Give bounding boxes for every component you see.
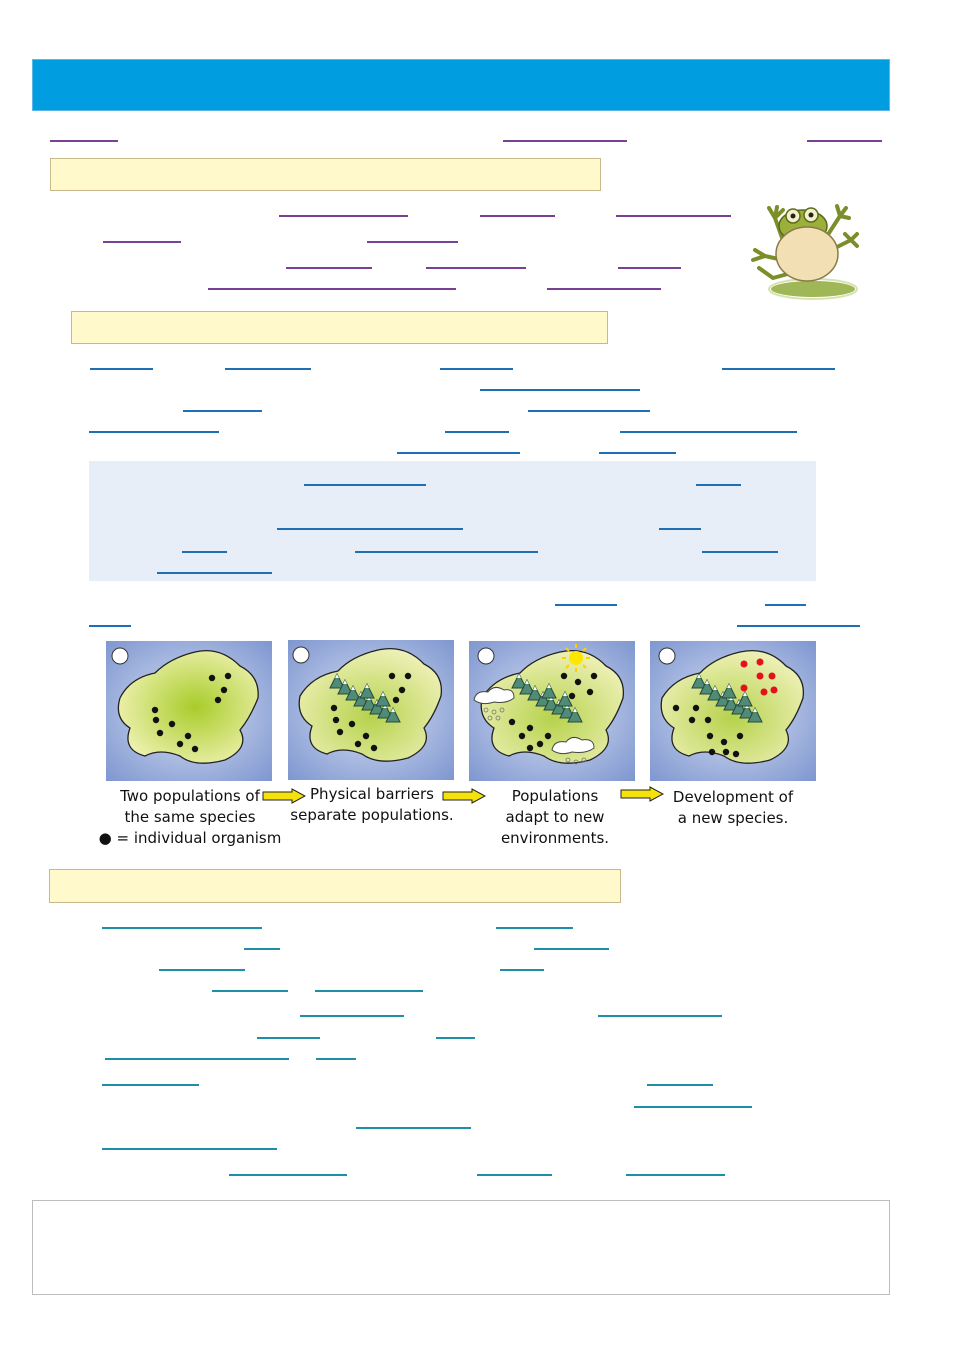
notes-box [32,1200,890,1295]
section-heading-box-3 [49,869,621,903]
answer-blank[interactable] [159,969,245,971]
answer-blank[interactable] [183,410,262,412]
answer-blank[interactable] [50,140,118,142]
answer-blank[interactable] [182,551,227,553]
snow-cloud-icon [473,686,595,765]
answer-blank[interactable] [440,368,513,370]
header-bar [32,59,890,111]
answer-blank[interactable] [480,389,640,391]
answer-blank[interactable] [634,1106,752,1108]
answer-blank[interactable] [367,241,458,243]
answer-blank[interactable] [722,368,835,370]
answer-blank[interactable] [304,484,426,486]
answer-blank[interactable] [397,452,520,454]
diagram-panel-3 [469,641,635,781]
answer-blank[interactable] [300,1015,404,1017]
answer-blank[interactable] [90,368,153,370]
answer-blank[interactable] [102,1148,277,1150]
answer-blank[interactable] [105,1058,289,1060]
answer-blank[interactable] [229,1174,347,1176]
answer-blank[interactable] [626,1174,725,1176]
answer-blank[interactable] [103,241,181,243]
answer-blank[interactable] [436,1037,475,1039]
speciation-diagram [106,640,816,781]
diagram-caption-2: Physical barriers separate populations. [290,785,454,824]
answer-blank[interactable] [279,215,408,217]
answer-blank[interactable] [737,625,860,627]
answer-blank[interactable] [496,927,573,929]
yellow-arrow-icon [442,788,486,804]
answer-blank[interactable] [598,1015,722,1017]
diagram-panel-2 [288,640,454,780]
answer-blank[interactable] [208,288,456,290]
answer-blank[interactable] [157,572,272,574]
answer-blank[interactable] [89,625,131,627]
answer-blank[interactable] [618,267,681,269]
answer-blank[interactable] [547,288,661,290]
answer-blank[interactable] [528,410,650,412]
answer-blank[interactable] [620,431,797,433]
answer-blank[interactable] [616,215,731,217]
answer-blank[interactable] [503,140,627,142]
answer-blank[interactable] [426,267,526,269]
sun-icon [562,644,590,672]
answer-blank[interactable] [647,1084,713,1086]
answer-blank[interactable] [696,484,741,486]
frog-illustration-icon [751,204,859,300]
answer-blank[interactable] [534,948,609,950]
answer-blank[interactable] [500,969,544,971]
answer-blank[interactable] [212,990,288,992]
answer-blank[interactable] [477,1174,552,1176]
answer-blank[interactable] [480,215,555,217]
answer-blank[interactable] [445,431,509,433]
diagram-panel-1 [106,641,272,781]
diagram-caption-1: Two populations of the same species ● = … [98,787,282,847]
answer-blank[interactable] [244,948,280,950]
answer-blank[interactable] [356,1127,471,1129]
section-heading-box-2 [71,311,608,344]
answer-blank[interactable] [225,368,311,370]
diagram-caption-4: Development of a new species. [672,788,794,827]
answer-blank[interactable] [659,528,701,530]
answer-blank[interactable] [89,431,219,433]
diagram-panel-4 [650,641,816,781]
answer-blank[interactable] [807,140,882,142]
answer-blank[interactable] [555,604,617,606]
yellow-arrow-icon [620,786,664,802]
definition-box [89,461,816,581]
answer-blank[interactable] [316,1058,356,1060]
answer-blank[interactable] [599,452,676,454]
answer-blank[interactable] [286,267,372,269]
answer-blank[interactable] [102,1084,199,1086]
section-heading-box-1 [50,158,601,191]
answer-blank[interactable] [102,927,262,929]
answer-blank[interactable] [277,528,463,530]
answer-blank[interactable] [315,990,423,992]
answer-blank[interactable] [355,551,538,553]
diagram-caption-3: Populations adapt to new environments. [500,787,610,847]
answer-blank[interactable] [702,551,778,553]
answer-blank[interactable] [765,604,806,606]
yellow-arrow-icon [262,788,306,804]
answer-blank[interactable] [257,1037,320,1039]
